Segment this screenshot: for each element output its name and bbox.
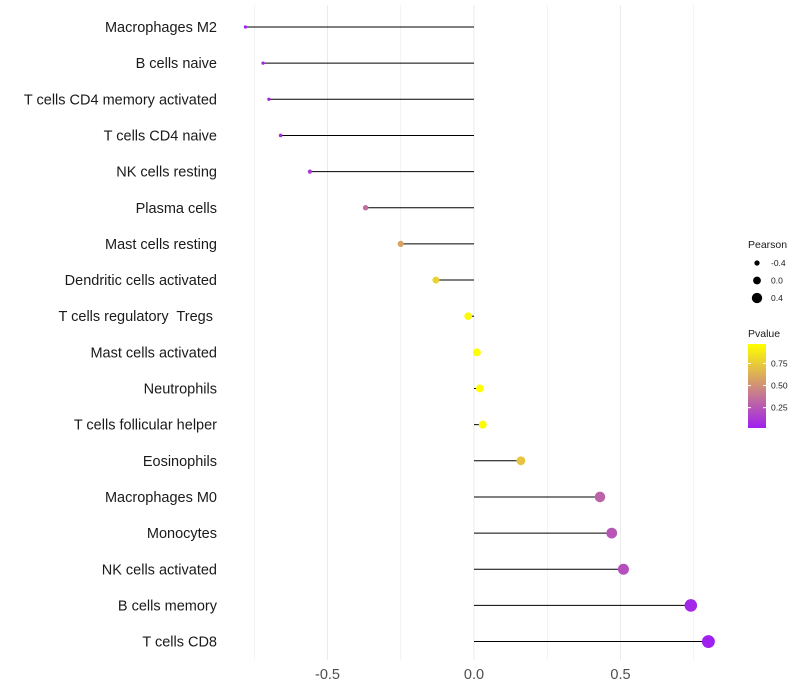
lollipop-stems	[245, 26, 709, 643]
size-legend-title: Pearson	[748, 239, 787, 251]
lollipop-dot	[475, 384, 484, 393]
grid-lines	[253, 5, 695, 660]
lollipop-dot	[684, 599, 698, 612]
y-axis-label: Mast cells resting	[105, 237, 217, 253]
lollipop-dot	[243, 25, 248, 29]
y-axis-label: B cells naive	[136, 56, 217, 72]
y-axis-label: T cells CD4 memory activated	[24, 92, 217, 108]
lollipop-dot	[472, 348, 481, 357]
lollipop-dot	[307, 169, 313, 174]
lollipop-dot	[701, 635, 715, 649]
y-axis-label: T cells regulatory Tregs	[59, 309, 218, 325]
y-axis-label: Mast cells activated	[90, 345, 217, 361]
y-axis-labels: Macrophages M2 B cells naive T cells CD4 m…	[24, 20, 218, 651]
size-legend-label: 0.4	[771, 293, 783, 303]
pvalue-colorbar	[748, 344, 766, 428]
colorbar-tick-label: 0.75	[771, 358, 788, 368]
lollipop-dot	[362, 205, 369, 211]
lollipop-dot	[606, 527, 618, 539]
y-axis-label: Neutrophils	[144, 382, 217, 398]
color-legend-title: Pvalue	[748, 328, 780, 340]
y-axis-label: T cells follicular helper	[74, 418, 217, 434]
lollipop-dot	[478, 420, 487, 429]
y-axis-label: NK cells activated	[102, 562, 217, 578]
lollipop-dot	[397, 240, 404, 247]
color-legend-ticks: 0.75 0.50 0.25	[748, 358, 788, 413]
lollipop-dot	[267, 97, 271, 101]
y-axis-label: B cells memory	[118, 598, 218, 614]
y-axis-label: T cells CD4 naive	[104, 128, 217, 144]
size-legend-label: -0.4	[771, 258, 786, 268]
x-axis-ticks: -0.5 0.0 0.5	[315, 667, 631, 683]
y-axis-label: T cells CD8	[142, 635, 217, 651]
lollipop-dot	[261, 61, 265, 65]
size-legend-dot	[753, 276, 761, 285]
x-tick-label: -0.5	[315, 667, 340, 683]
colorbar-tick-label: 0.25	[771, 403, 788, 413]
y-axis-label: Macrophages M0	[105, 490, 217, 506]
colorbar-tick-label: 0.50	[771, 381, 788, 391]
lollipop-dot	[516, 456, 526, 466]
x-tick-label: 0.0	[464, 667, 484, 683]
y-axis-label: Plasma cells	[136, 201, 217, 217]
y-axis-label: NK cells resting	[116, 165, 217, 181]
lollipop-dot	[464, 312, 472, 321]
x-tick-label: 0.5	[610, 667, 630, 683]
lollipop-dot	[432, 276, 440, 284]
size-legend-dot	[751, 292, 763, 304]
y-axis-label: Macrophages M2	[105, 20, 217, 36]
y-axis-label: Monocytes	[147, 526, 217, 542]
size-legend-dot	[754, 260, 760, 266]
y-axis-label: Eosinophils	[143, 454, 217, 470]
lollipop-dot	[594, 491, 606, 503]
legend: Pearson -0.4 0.0 0.4 Pvalue 0.75 0.50 0.25	[748, 239, 788, 428]
size-legend-label: 0.0	[771, 276, 783, 286]
y-axis-label: Dendritic cells activated	[65, 273, 217, 289]
lollipop-dots	[243, 25, 715, 649]
size-legend: -0.4 0.0 0.4	[751, 258, 786, 304]
lollipop-dot	[278, 133, 283, 138]
lollipop-dot	[617, 563, 629, 575]
